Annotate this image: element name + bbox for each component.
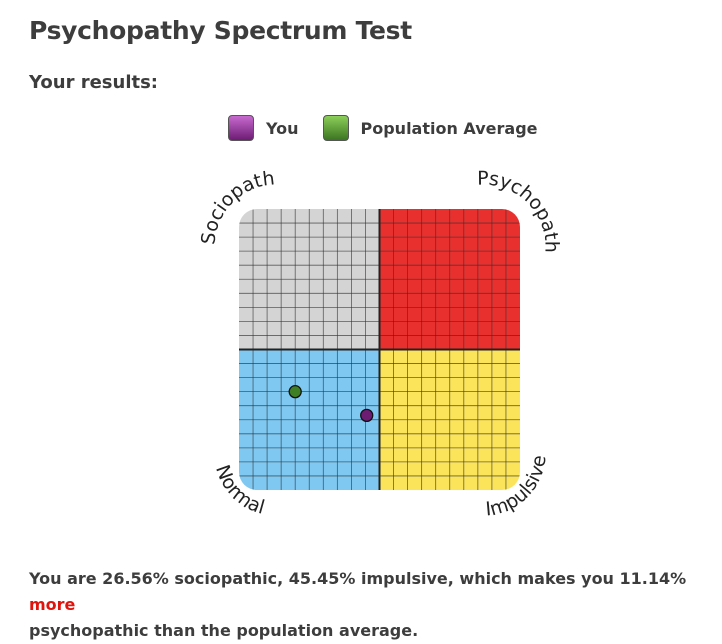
summary-text-end: psychopathic than the population average… <box>29 621 419 640</box>
legend-label-you: You <box>266 118 299 138</box>
average-swatch-icon <box>322 115 349 141</box>
psychopathy-chart: Sociopath Psychopath Normal Impulsive <box>197 167 562 520</box>
legend-label-average: Population Average <box>360 118 538 138</box>
summary-text-start: You are 26.56% sociopathic, 45.45% impul… <box>29 569 687 588</box>
data-points <box>288 384 374 423</box>
page-title: Psychopathy Spectrum Test <box>29 16 412 45</box>
you-swatch-icon <box>228 115 254 141</box>
legend-item-you: You <box>228 115 299 141</box>
legend-item-average: Population Average <box>322 115 538 141</box>
summary-highlight: more <box>29 595 76 614</box>
data-point-population-average <box>288 384 302 399</box>
result-summary: You are 26.56% sociopathic, 45.45% impul… <box>29 566 699 644</box>
data-point-you <box>360 408 374 423</box>
results-heading: Your results: <box>29 72 159 93</box>
chart-legend: You Population Average <box>228 115 562 141</box>
